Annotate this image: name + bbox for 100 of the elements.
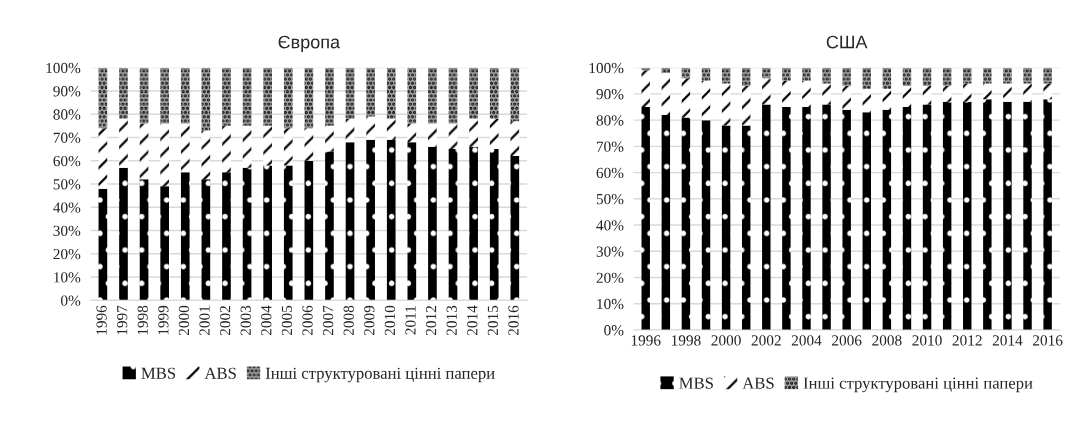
- y-tick-label: 10%: [597, 298, 624, 310]
- bar: [180, 67, 190, 124]
- bar: [510, 67, 520, 122]
- x-tick-label: 2006: [832, 335, 862, 346]
- bar: [242, 125, 252, 168]
- bar: [448, 67, 458, 124]
- bar: [283, 67, 293, 129]
- bar: [1003, 101, 1012, 330]
- x-tick-label: 2008: [872, 335, 902, 346]
- x-tick-label: 2007: [322, 305, 334, 336]
- x-tick-label: 1997: [117, 305, 128, 335]
- bar: [428, 67, 437, 124]
- y-tick-label: 40%: [53, 202, 81, 213]
- bar: [448, 149, 458, 301]
- x-tick-label: 2013: [446, 305, 457, 336]
- bar: [386, 139, 396, 301]
- bar: [98, 67, 108, 129]
- bar: [489, 149, 499, 301]
- y-tick-label: 10%: [54, 272, 81, 283]
- bar: [160, 123, 169, 187]
- bar: [469, 67, 478, 119]
- x-tick-label: 2010: [912, 335, 942, 346]
- bar: [862, 67, 871, 89]
- bar: [822, 104, 831, 330]
- y-tick-label: 0%: [61, 295, 81, 306]
- bar: [469, 118, 478, 147]
- y-tick-label: 70%: [53, 132, 81, 143]
- bar: [942, 67, 952, 87]
- bar: [242, 67, 252, 126]
- bar: [681, 67, 691, 79]
- bar: [345, 67, 355, 119]
- bar: [222, 67, 231, 126]
- legend-label: Інші структуровані цінні папери: [265, 367, 495, 383]
- bar: [139, 123, 149, 180]
- x-tick-label: 2012: [952, 335, 982, 346]
- bar: [222, 172, 231, 301]
- bar: [963, 101, 972, 330]
- bar: [922, 104, 932, 330]
- bar: [942, 86, 952, 102]
- x-tick-label: 2008: [343, 305, 354, 336]
- bar: [428, 123, 437, 147]
- bar: [201, 67, 211, 131]
- bar: [661, 114, 671, 330]
- x-tick-label: 2014: [992, 335, 1023, 346]
- bar: [802, 107, 811, 330]
- bar: [304, 160, 314, 301]
- legend-label: MBS: [141, 367, 176, 379]
- bar: [902, 67, 912, 87]
- bar: [681, 78, 691, 118]
- bar: [762, 104, 771, 330]
- bar: [1003, 67, 1012, 84]
- x-tick-label: 2006: [302, 305, 313, 336]
- bar: [842, 109, 851, 330]
- bar: [661, 72, 671, 115]
- x-tick-label: 1998: [671, 335, 701, 346]
- bar: [741, 67, 751, 87]
- bar: [283, 165, 293, 301]
- y-tick-label: 90%: [53, 86, 81, 97]
- y-tick-label: 60%: [596, 167, 624, 179]
- bar: [469, 146, 478, 301]
- bar: [1023, 83, 1032, 102]
- chart-title: США: [826, 35, 868, 49]
- bar: [782, 107, 791, 330]
- bar: [366, 116, 375, 140]
- bar: [180, 123, 190, 173]
- x-tick-label: 1999: [158, 305, 169, 335]
- bar: [1003, 83, 1012, 102]
- x-tick-label: 1996: [96, 305, 107, 335]
- bar: [1023, 101, 1032, 330]
- bar: [428, 146, 437, 301]
- legend-label: MBS: [679, 377, 713, 389]
- y-tick-label: 40%: [596, 220, 624, 231]
- bar: [98, 128, 108, 189]
- bar: [304, 67, 314, 129]
- bar: [701, 80, 711, 121]
- bar: [922, 86, 932, 105]
- x-tick-label: 1996: [631, 335, 661, 346]
- y-tick-label: 30%: [596, 246, 624, 257]
- bar: [304, 128, 314, 161]
- bar: [119, 67, 128, 119]
- bar: [721, 83, 731, 126]
- y-tick-label: 0%: [604, 325, 624, 336]
- bar: [201, 179, 211, 301]
- legend-label: Інші структуровані цінні папери: [803, 377, 1033, 393]
- bar: [366, 139, 375, 301]
- bar: [263, 165, 272, 301]
- y-tick-label: 100%: [46, 62, 81, 74]
- bar: [489, 67, 499, 119]
- bar: [862, 88, 871, 113]
- bar: [201, 130, 211, 180]
- bar: [963, 83, 972, 102]
- x-tick-label: 2003: [240, 305, 251, 336]
- bar: [448, 123, 458, 150]
- x-tick-label: 2010: [384, 305, 396, 336]
- bar: [721, 125, 731, 330]
- bar: [222, 125, 231, 173]
- bar: [882, 109, 892, 330]
- bar: [922, 67, 932, 87]
- y-tick-label: 20%: [596, 272, 624, 283]
- bar: [366, 67, 375, 117]
